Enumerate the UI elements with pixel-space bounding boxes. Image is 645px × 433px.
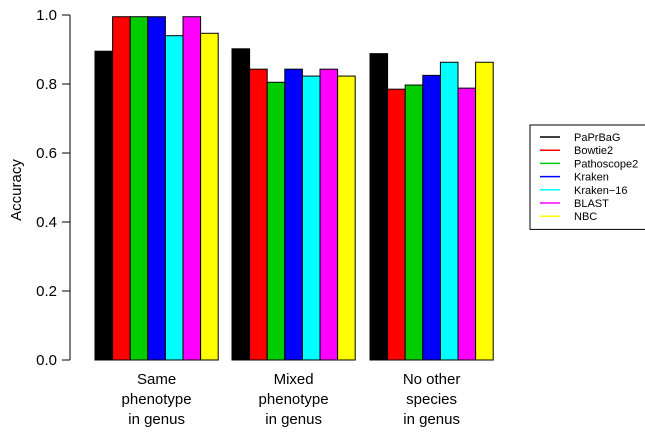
bar-paprbag-2 [231, 48, 251, 361]
y-tick-label: 0.0 [36, 352, 57, 369]
y-tick-label: 0.4 [36, 214, 57, 231]
category-label: in genus [128, 411, 185, 428]
bar-paprbag-3 [369, 53, 389, 361]
bar-nbc-3 [475, 61, 494, 361]
legend-label: BLAST [574, 198, 609, 210]
y-tick-label: 0.2 [36, 283, 57, 300]
bar-kraken-16-3 [439, 61, 459, 361]
bar-bowtie2-3 [387, 88, 406, 361]
category-label: phenotype [259, 391, 329, 408]
bar-pathoscope2-1 [129, 16, 149, 361]
bars [94, 16, 494, 361]
bar-pathoscope2-2 [266, 81, 286, 361]
y-axis: 0.0 0.2 0.4 0.6 0.8 1.0 [36, 7, 71, 369]
bar-kraken-16-1 [164, 35, 184, 361]
legend-box [529, 124, 645, 230]
legend-label: Pathoscope2 [574, 158, 638, 170]
legend-label: Kraken−16 [574, 185, 628, 197]
category-label: in genus [403, 411, 460, 428]
bar-nbc-1 [200, 32, 219, 361]
bar-paprbag-1 [94, 50, 114, 361]
category-labels: Same phenotype in genus Mixed phenotype in ge… [122, 371, 461, 428]
category-label: phenotype [122, 391, 192, 408]
bar-pathoscope2-3 [404, 84, 424, 361]
legend-label: NBC [574, 211, 597, 223]
bar-blast-1 [182, 16, 202, 361]
category-label: species [406, 391, 457, 408]
bar-bowtie2-1 [112, 16, 131, 361]
y-axis-title: Accuracy [8, 159, 25, 221]
category-label: Mixed [274, 371, 314, 388]
y-tick-label: 1.0 [36, 7, 57, 24]
legend-label: PaPrBaG [574, 132, 620, 144]
bar-blast-2 [319, 68, 339, 361]
bar-kraken-1 [147, 16, 166, 361]
bar-kraken-3 [422, 74, 441, 361]
bar-blast-3 [457, 87, 477, 361]
category-label: No other [403, 371, 461, 388]
category-label: in genus [265, 411, 322, 428]
category-label: Same [137, 371, 176, 388]
bar-nbc-2 [337, 75, 356, 361]
y-tick-label: 0.6 [36, 145, 57, 162]
legend-label: Bowtie2 [574, 145, 613, 157]
legend-label: Kraken [574, 172, 609, 184]
bar-kraken-16-2 [301, 75, 321, 361]
y-tick-label: 0.8 [36, 76, 57, 93]
bar-bowtie2-2 [249, 68, 268, 361]
bar-kraken-2 [284, 68, 303, 361]
